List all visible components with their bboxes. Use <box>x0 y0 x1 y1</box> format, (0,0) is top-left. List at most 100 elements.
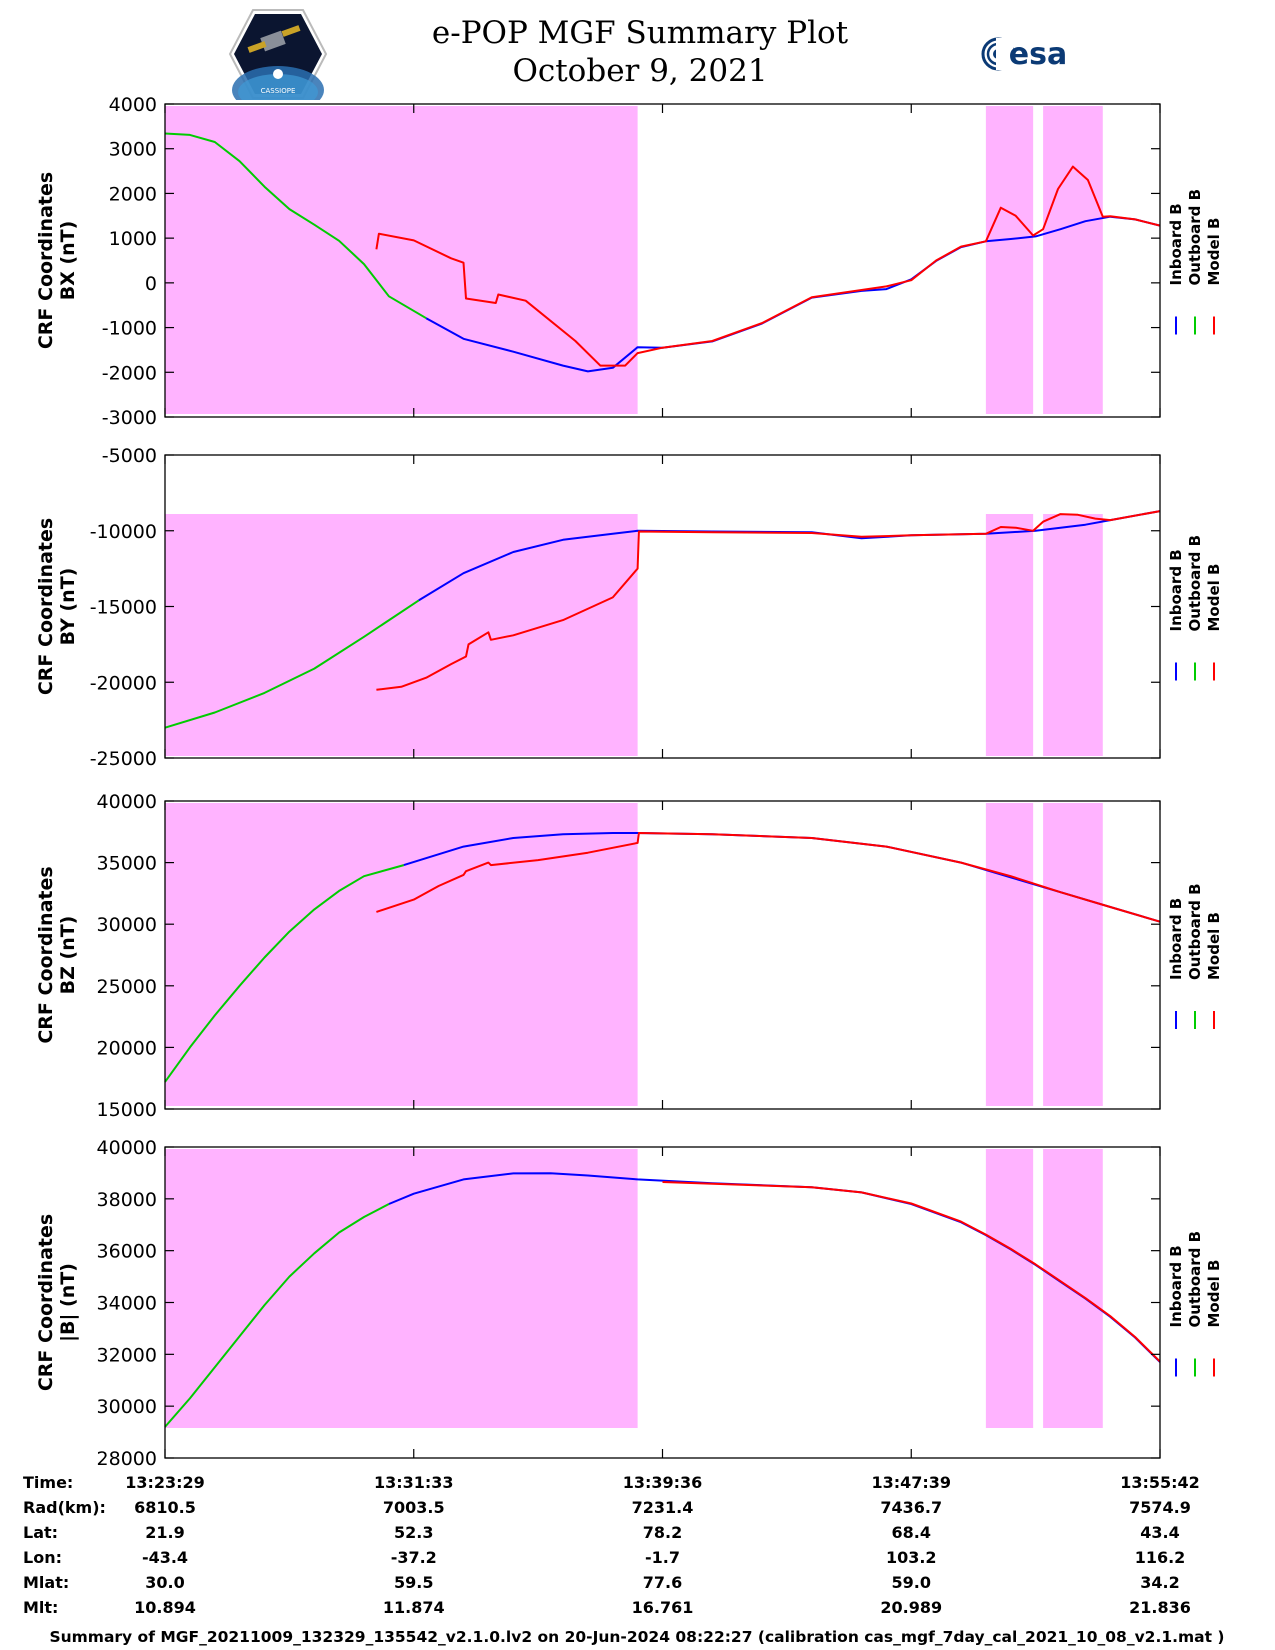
y-axis-label-line-1: CRF Coordinates <box>35 172 57 349</box>
legend: Inboard B Outboard B Model B <box>1167 1231 1223 1377</box>
legend-label: Model B <box>1205 218 1223 286</box>
info-row-label: Mlat: <box>23 1573 69 1592</box>
shaded-interval <box>1043 803 1103 1106</box>
cassiope-mission-logo: CASSIOPE <box>228 9 328 100</box>
legend: Inboard B Outboard B Model B <box>1167 189 1223 335</box>
y-tick-label: -20000 <box>90 672 157 694</box>
info-value: -37.2 <box>391 1548 437 1567</box>
legend: Inboard B Outboard B Model B <box>1167 883 1223 1029</box>
y-axis-label-line-1: CRF Coordinates <box>35 866 57 1043</box>
y-tick-label: -10000 <box>90 521 157 543</box>
y-tick-label: 0 <box>145 273 157 295</box>
y-axis-label-line-2: BX (nT) <box>57 221 79 301</box>
legend-label: Outboard B <box>1186 535 1204 632</box>
y-tick-label: 34000 <box>97 1293 157 1315</box>
y-tick-label: -15000 <box>90 597 157 619</box>
y-tick-label: 32000 <box>97 1344 157 1366</box>
info-value: 7436.7 <box>880 1498 942 1517</box>
y-axis-label-line-2: BY (nT) <box>57 568 79 646</box>
shaded-interval <box>1043 514 1103 756</box>
series-line-model-b <box>376 510 1161 691</box>
info-value: 13:23:29 <box>125 1473 205 1492</box>
info-value: 59.0 <box>892 1573 931 1592</box>
panel-by: -5000 -10000 -15000 -20000 -25000 CRF Coordin… <box>35 445 1223 770</box>
y-tick-label: 38000 <box>97 1189 157 1211</box>
y-tick-label: 28000 <box>97 1448 157 1470</box>
shaded-interval <box>165 514 638 756</box>
logo-left-text: CASSIOPE <box>261 87 296 95</box>
legend-label: Model B <box>1205 1260 1223 1328</box>
series-line-outboard-b <box>164 864 405 1083</box>
y-axis-label-line-1: CRF Coordinates <box>35 1214 57 1391</box>
info-value: 77.6 <box>643 1573 682 1592</box>
title-line-2: October 9, 2021 <box>512 53 768 89</box>
series-line-outboard-b <box>164 1203 390 1428</box>
info-row-label: Lon: <box>23 1548 62 1567</box>
legend: Inboard B Outboard B Model B <box>1167 535 1223 681</box>
y-tick-label: 30000 <box>97 1396 157 1418</box>
series-line-inboard-b <box>425 215 1161 373</box>
info-value: 30.0 <box>145 1573 184 1592</box>
y-tick-label: 3000 <box>109 139 157 161</box>
panel-bz: 40000 35000 30000 25000 20000 15000 CRF Coordi… <box>35 791 1223 1121</box>
legend-label: Outboard B <box>1186 883 1204 980</box>
info-value: 43.4 <box>1140 1523 1179 1542</box>
y-tick-label: -25000 <box>90 748 157 770</box>
info-value: 21.9 <box>145 1523 184 1542</box>
info-value: 7003.5 <box>383 1498 445 1517</box>
legend-label: Inboard B <box>1167 549 1185 631</box>
panel-bmag: 40000 38000 36000 34000 32000 30000 28000 CRF C… <box>35 1137 1223 1470</box>
y-axis-label: CRF CoordinatesBY (nT) <box>35 518 79 695</box>
shaded-interval <box>985 1149 1034 1428</box>
info-value: 68.4 <box>892 1523 931 1542</box>
y-tick-label: 1000 <box>109 228 157 250</box>
info-value: 21.836 <box>1129 1598 1191 1617</box>
legend-label: Inboard B <box>1167 203 1185 285</box>
info-row-label: Rad(km): <box>23 1498 106 1517</box>
y-tick-label: 40000 <box>97 1137 157 1159</box>
info-value: 13:47:39 <box>871 1473 951 1492</box>
info-value: 10.894 <box>134 1598 196 1617</box>
logo-right-text: esa <box>1009 37 1067 72</box>
info-row-label: Time: <box>23 1473 73 1492</box>
esa-logo: esa <box>981 37 1067 72</box>
legend-label: Inboard B <box>1167 898 1185 980</box>
shaded-interval <box>985 803 1034 1106</box>
footer-summary-text: Summary of MGF_20211009_132329_135542_v2… <box>49 1628 1224 1646</box>
y-tick-label: 4000 <box>109 94 157 116</box>
series-line-outboard-b <box>164 132 427 320</box>
info-value: 116.2 <box>1135 1548 1186 1567</box>
title-line-1: e-POP MGF Summary Plot <box>431 15 849 51</box>
legend-label: Model B <box>1205 564 1223 632</box>
info-value: 7574.9 <box>1129 1498 1191 1517</box>
y-tick-label: 15000 <box>97 1099 157 1121</box>
legend-label: Outboard B <box>1186 1231 1204 1328</box>
shaded-interval <box>985 106 1034 414</box>
y-tick-label: 36000 <box>97 1241 157 1263</box>
info-value: 78.2 <box>643 1523 682 1542</box>
info-value: -43.4 <box>142 1548 188 1567</box>
shaded-interval <box>165 1149 638 1428</box>
series-line-outboard-b <box>164 599 420 729</box>
y-tick-label: -1000 <box>102 318 157 340</box>
info-row-label: Lat: <box>23 1523 58 1542</box>
shaded-interval <box>985 514 1034 756</box>
info-value: 11.874 <box>383 1598 445 1617</box>
y-tick-label: 25000 <box>97 976 157 998</box>
info-value: 52.3 <box>394 1523 433 1542</box>
info-value: 16.761 <box>632 1598 694 1617</box>
y-axis-label-line-2: BZ (nT) <box>57 916 79 995</box>
info-value: 6810.5 <box>134 1498 196 1517</box>
y-tick-label: 30000 <box>97 914 157 936</box>
panel-bx: 4000 3000 2000 1000 0 -1000 -2000 -3000 CRF Coor… <box>35 94 1223 429</box>
series-line-model-b <box>376 832 1161 923</box>
y-tick-label: 2000 <box>109 183 157 205</box>
info-value: 103.2 <box>886 1548 937 1567</box>
series-line-model-b <box>375 165 1161 367</box>
y-axis-label-line-1: CRF Coordinates <box>35 518 57 695</box>
shaded-interval <box>165 803 638 1106</box>
y-axis-label-line-2: |B| (nT) <box>57 1263 79 1342</box>
y-axis-label: CRF Coordinates|B| (nT) <box>35 1214 79 1391</box>
shaded-interval <box>165 106 638 414</box>
shaded-interval <box>1043 106 1103 414</box>
